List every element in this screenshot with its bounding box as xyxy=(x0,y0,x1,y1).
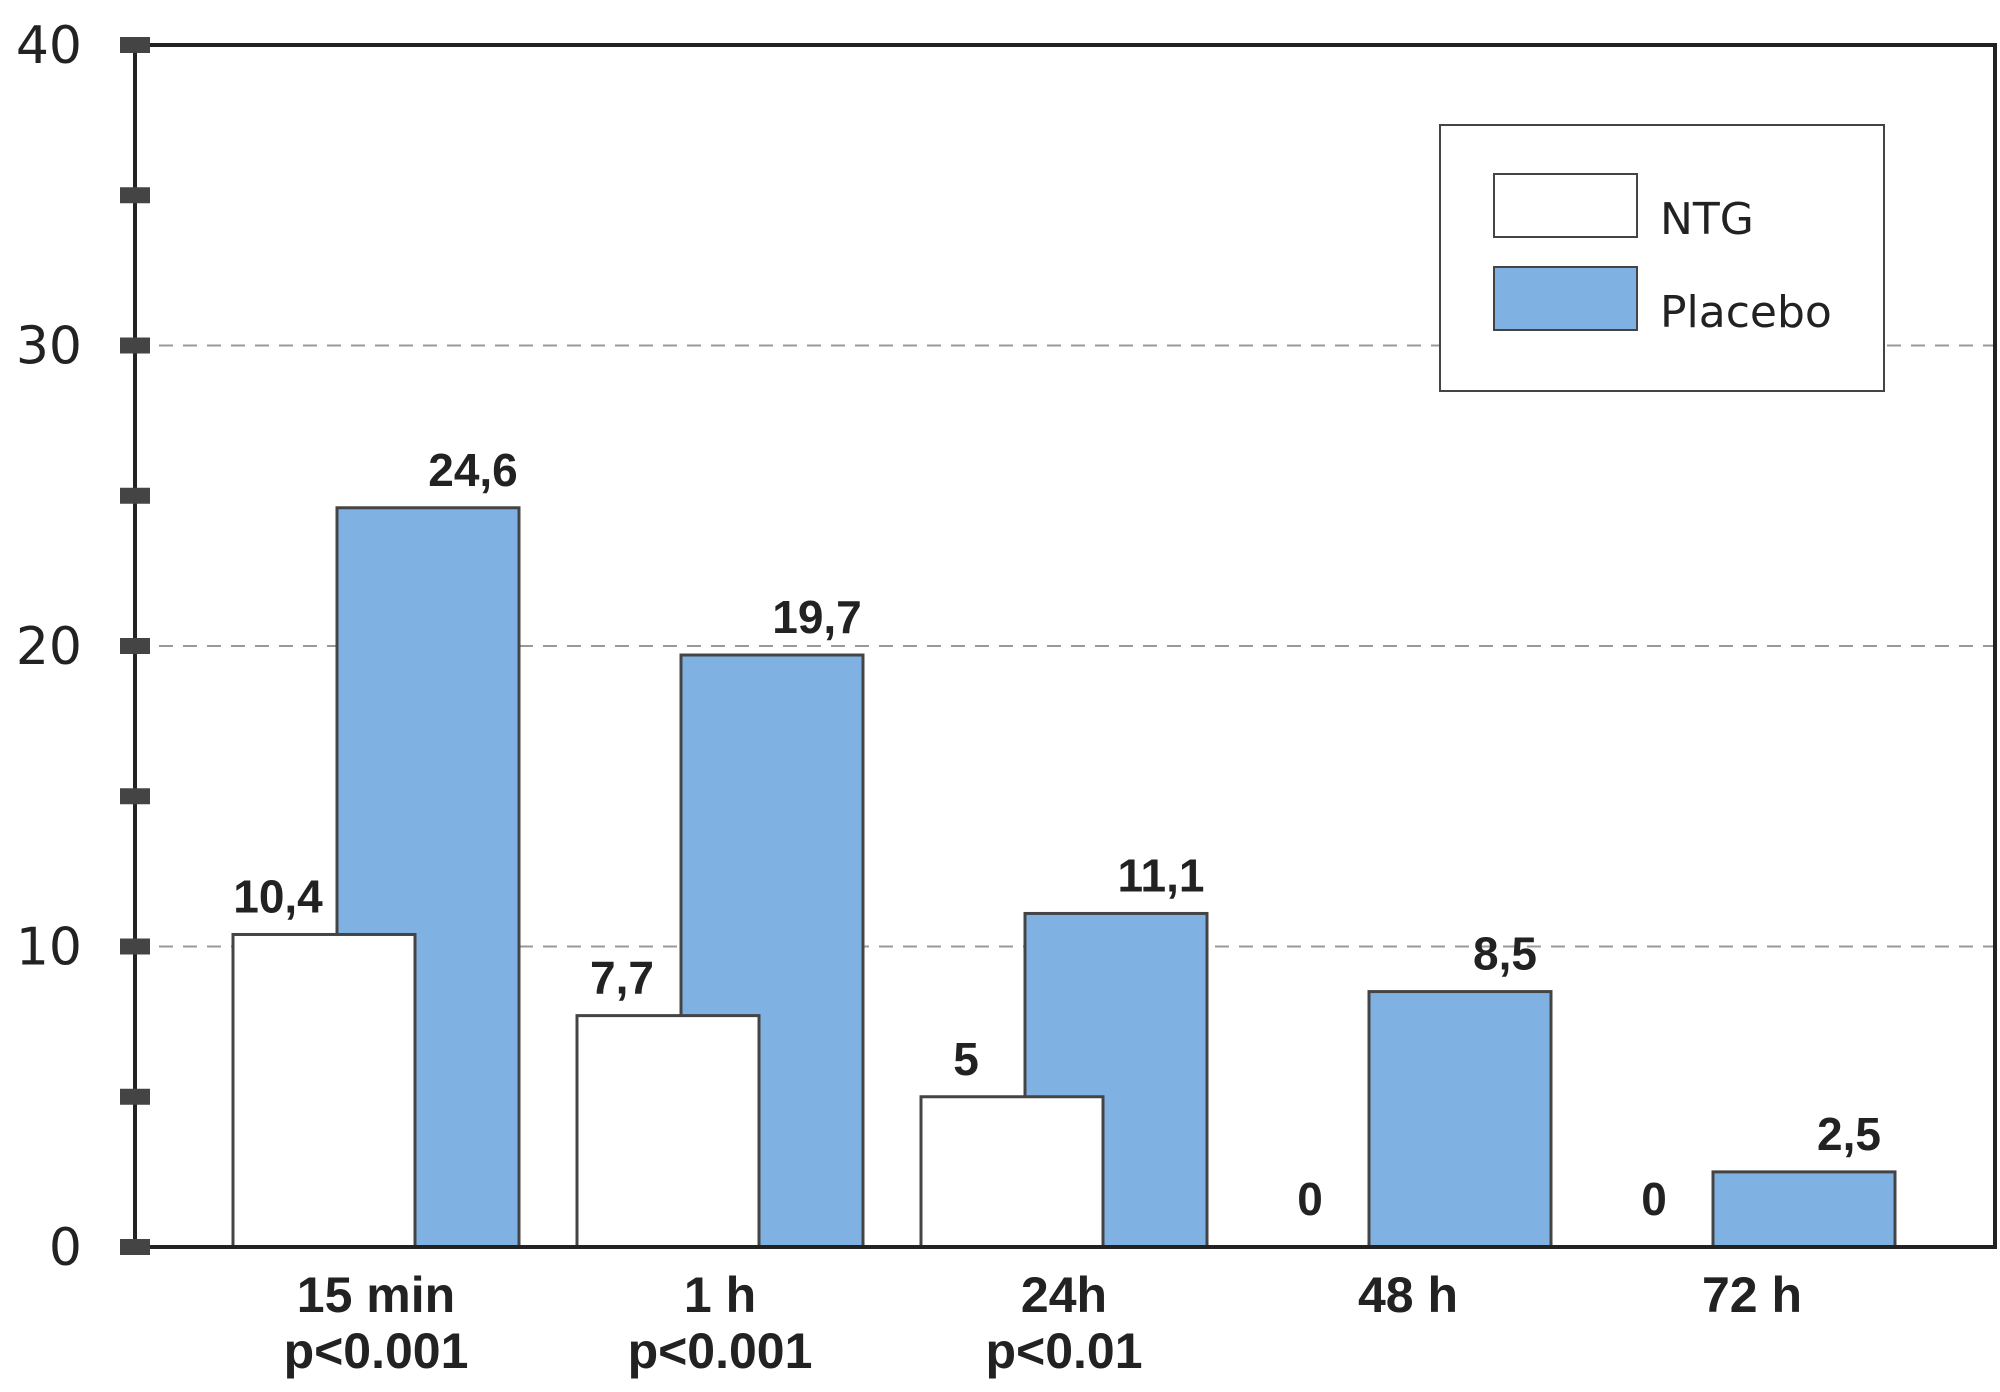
bars: 10,4 24,6 7,7 19,7 5 11,1 0 8,5 0 2,5 xyxy=(231,444,1897,1249)
y-tick-mark xyxy=(120,487,150,504)
data-label-placebo: 11,1 xyxy=(1118,849,1205,901)
y-tick-label: 30 xyxy=(16,317,82,377)
data-label-placebo: 24,6 xyxy=(428,444,518,496)
x-category-pvalue: p<0.001 xyxy=(628,1323,813,1379)
y-axis: 0 10 20 30 40 xyxy=(16,16,150,1278)
bar-ntg xyxy=(575,1014,761,1249)
bar-placebo xyxy=(1367,990,1553,1249)
x-category-pvalue: p<0.01 xyxy=(985,1323,1142,1379)
bar-ntg xyxy=(231,932,417,1249)
data-label-placebo: 2,5 xyxy=(1817,1108,1881,1160)
y-tick-mark xyxy=(120,788,150,805)
data-label-ntg: 5 xyxy=(953,1033,979,1085)
bar-ntg xyxy=(919,1095,1105,1249)
y-tick-mark xyxy=(120,1088,150,1105)
data-label-placebo: 19,7 xyxy=(772,591,862,643)
y-tick-mark xyxy=(120,337,150,354)
y-tick-mark xyxy=(120,1239,150,1255)
legend-box xyxy=(1439,124,1885,392)
x-category-label: 24h xyxy=(1021,1267,1107,1323)
data-label-placebo: 8,5 xyxy=(1473,928,1537,980)
legend-swatch-ntg xyxy=(1493,173,1638,238)
data-label-ntg: 7,7 xyxy=(590,952,654,1004)
y-tick-label: 0 xyxy=(49,1218,82,1278)
x-category-label: 48 h xyxy=(1358,1267,1458,1323)
data-label-ntg: 0 xyxy=(1641,1173,1667,1225)
legend-swatch-placebo xyxy=(1493,266,1638,331)
y-tick-mark xyxy=(120,638,150,654)
y-tick-mark xyxy=(120,187,150,204)
y-tick-mark xyxy=(120,37,150,53)
y-tick-label: 10 xyxy=(16,918,82,978)
y-tick-mark xyxy=(120,938,150,955)
legend: NTG Placebo xyxy=(1439,124,1885,392)
data-label-ntg: 10,4 xyxy=(233,870,323,922)
bar-placebo xyxy=(1711,1170,1897,1249)
x-category-label: 15 min xyxy=(297,1267,455,1323)
y-tick-label: 40 xyxy=(16,16,82,76)
x-category-label: 1 h xyxy=(684,1267,756,1323)
legend-label-placebo: Placebo xyxy=(1660,287,1832,338)
x-category-label: 72 h xyxy=(1702,1267,1802,1323)
y-tick-label: 20 xyxy=(16,617,82,677)
data-label-ntg: 0 xyxy=(1297,1173,1323,1225)
x-category-pvalue: p<0.001 xyxy=(284,1323,469,1379)
legend-label-ntg: NTG xyxy=(1660,194,1754,245)
